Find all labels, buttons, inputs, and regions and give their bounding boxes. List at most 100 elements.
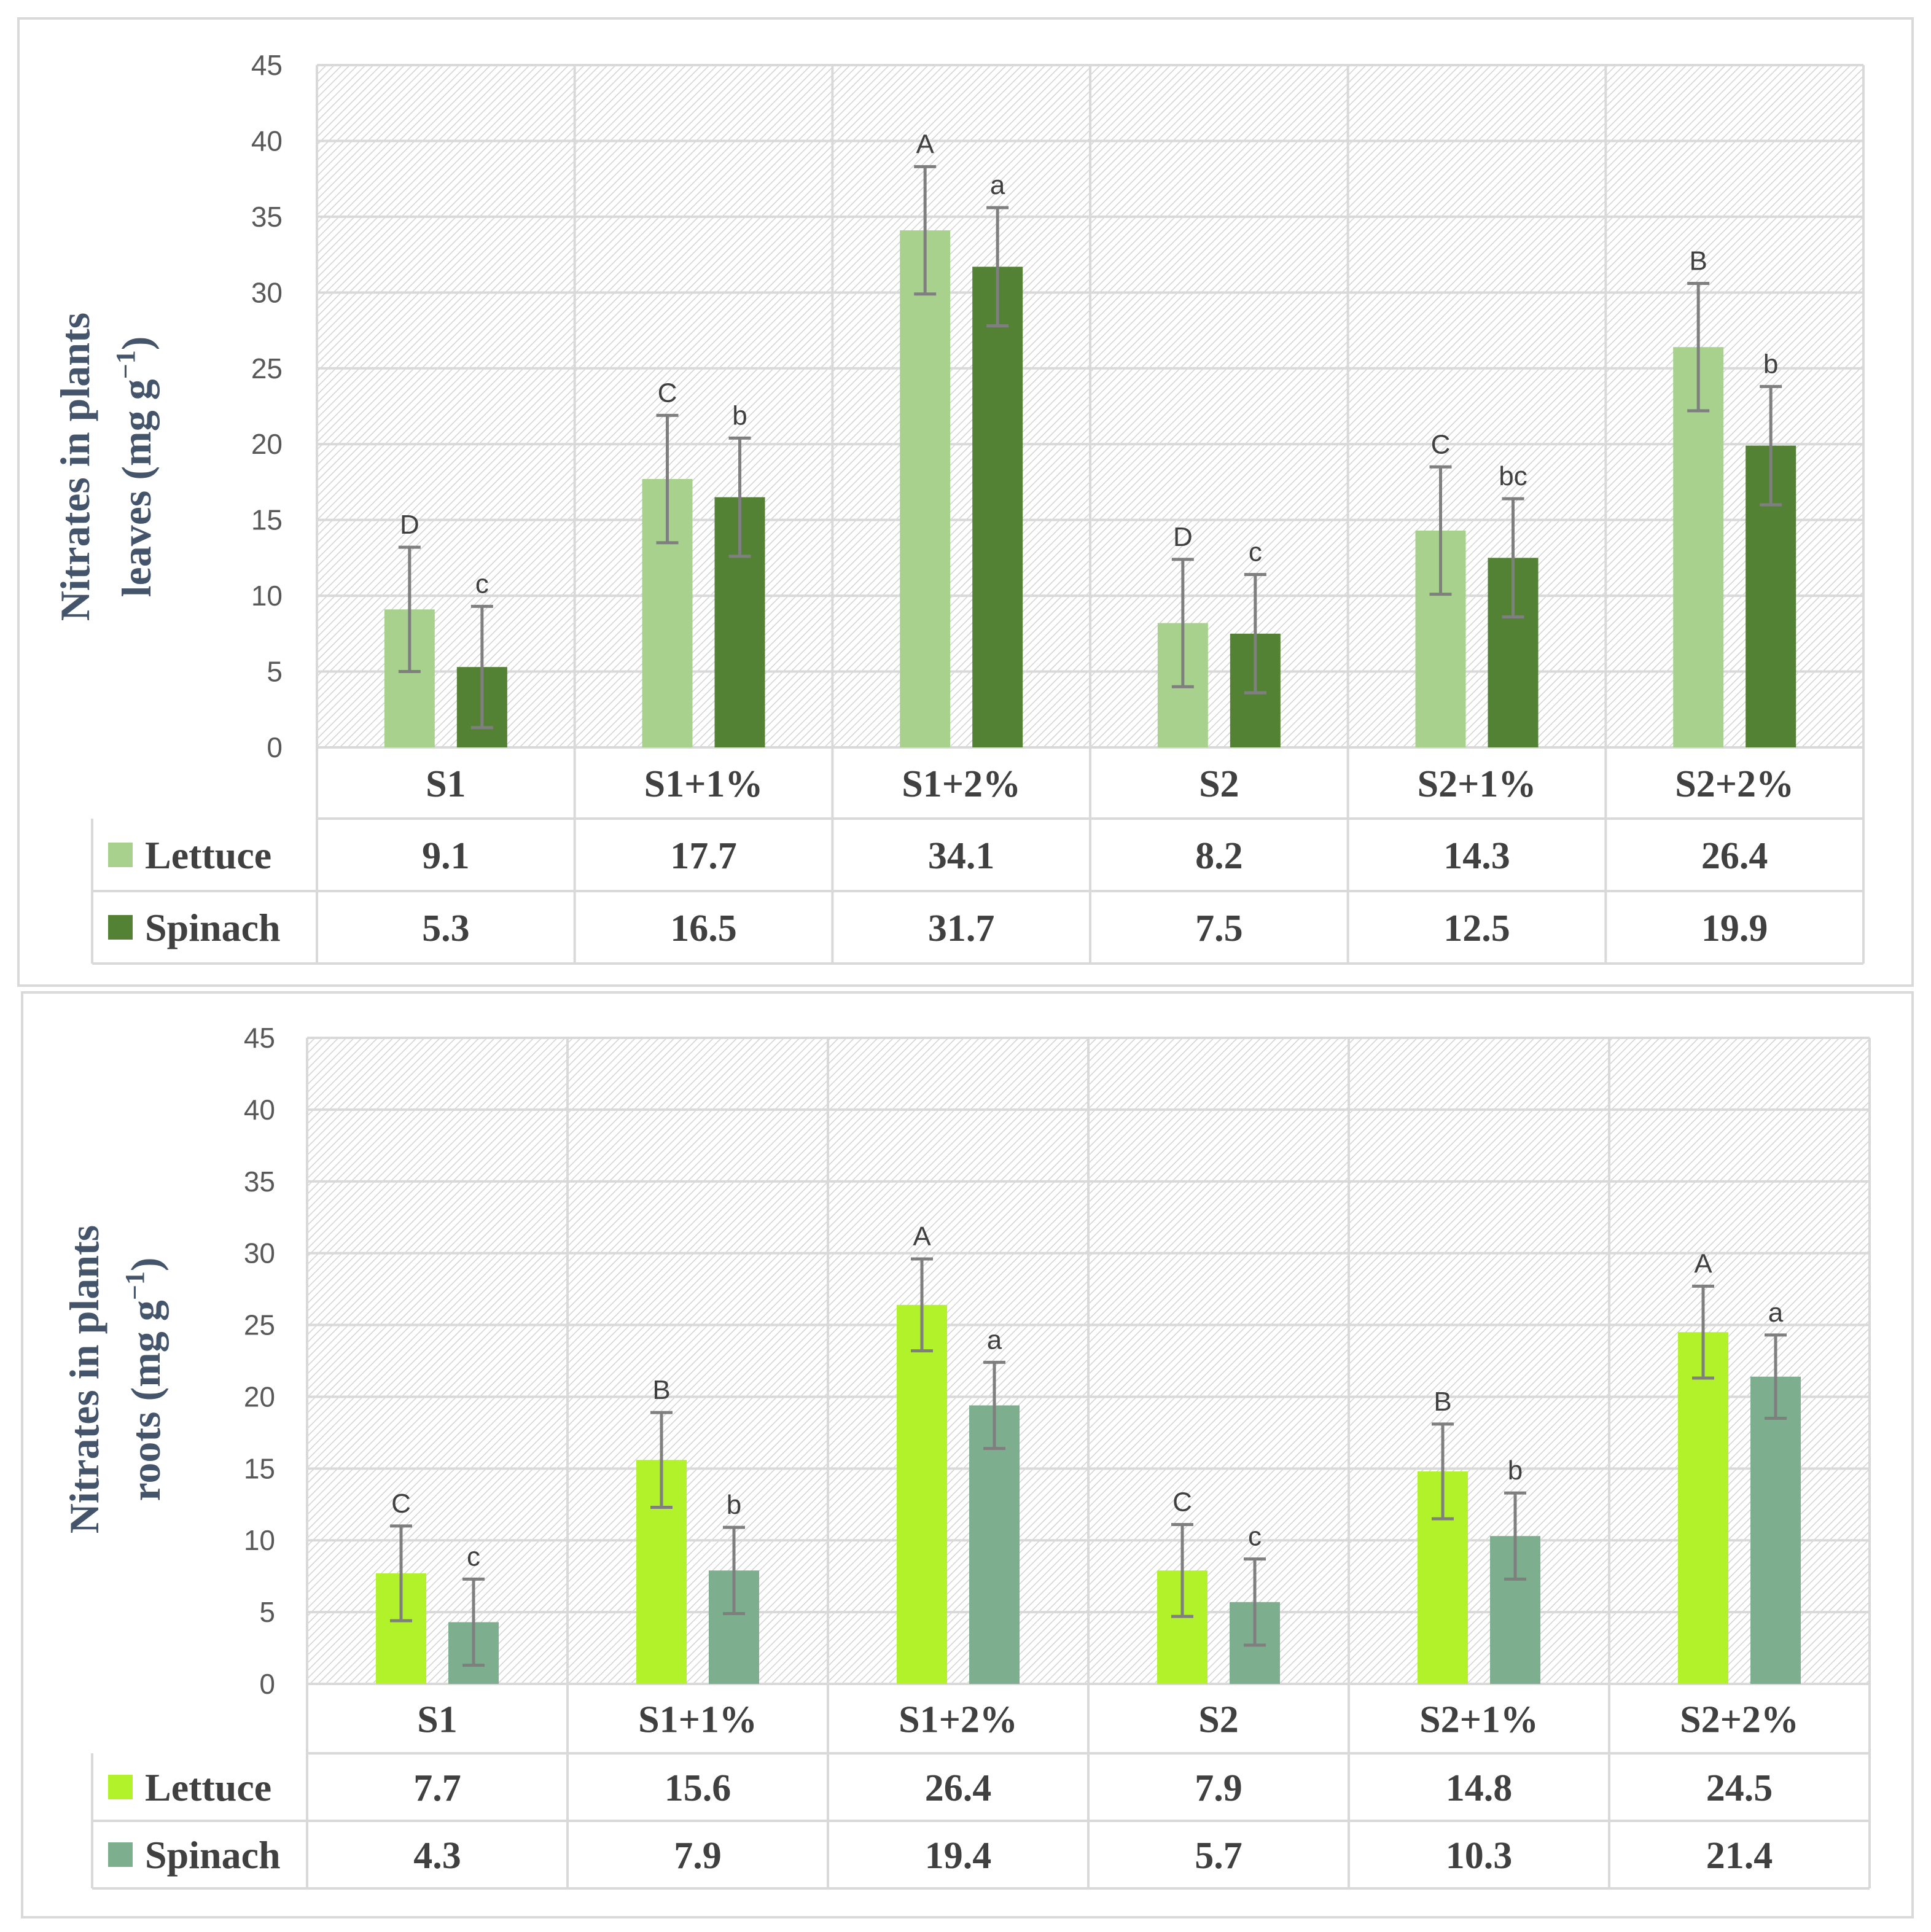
table-value-spinach: 19.4: [925, 1835, 992, 1877]
y-tick-label: 10: [244, 1524, 275, 1556]
y-axis-label-unit: roots (mg g: [122, 1300, 169, 1501]
y-tick-label: 20: [251, 428, 283, 460]
y-tick-label: 5: [259, 1596, 275, 1628]
y-tick-label: 30: [251, 276, 283, 308]
bar-lettuce: [1673, 347, 1724, 747]
significance-letter: C: [1172, 1487, 1192, 1517]
bar-lettuce: [900, 230, 951, 747]
category-label: S2+2%: [1675, 763, 1794, 805]
y-axis-label-line1: Nitrates in plants: [52, 313, 98, 621]
bar-spinach: [969, 1405, 1020, 1684]
y-tick-label: 5: [267, 656, 283, 688]
significance-letter: bc: [1499, 461, 1527, 491]
table-value-spinach: 19.9: [1701, 908, 1768, 949]
category-label: S2: [1198, 1699, 1238, 1741]
y-tick-label: 20: [244, 1381, 275, 1412]
y-axis-label-line2: leaves (mg g−1): [111, 337, 160, 598]
y-axis-label-line2: roots (mg g−1): [120, 1257, 169, 1501]
y-tick-label: 40: [244, 1094, 275, 1126]
category-label: S1+1%: [644, 763, 763, 805]
table-value-spinach: 5.3: [422, 908, 470, 949]
y-tick-label: 10: [251, 580, 283, 612]
y-tick-label: 35: [244, 1166, 275, 1198]
table-value-spinach: 10.3: [1446, 1835, 1513, 1877]
significance-letter: A: [1694, 1248, 1712, 1279]
significance-letter: c: [1249, 537, 1262, 567]
significance-letter: B: [1689, 246, 1707, 276]
table-value-lettuce: 17.7: [670, 835, 737, 877]
table-value-spinach: 5.7: [1195, 1835, 1242, 1877]
category-label: S2+1%: [1418, 763, 1537, 805]
legend-swatch-lettuce: [108, 843, 133, 867]
table-value-spinach: 21.4: [1706, 1835, 1773, 1877]
category-label: S1+1%: [638, 1699, 757, 1741]
category-label: S2+1%: [1419, 1699, 1539, 1741]
roots-panel: 0 5 10 15 20 25 30 35 40 45 Cc S1 7.7 4.3 Bb S1+1% 15.6 7…: [21, 991, 1914, 1918]
legend-swatch-spinach: [108, 1842, 133, 1867]
table-value-spinach: 7.5: [1195, 908, 1243, 949]
significance-letter: b: [1508, 1455, 1523, 1486]
significance-letter: C: [391, 1489, 411, 1519]
bar-spinach: [972, 267, 1023, 748]
category-label: S2: [1199, 763, 1239, 805]
y-tick-label: 45: [251, 49, 283, 81]
significance-letter: c: [1248, 1522, 1262, 1552]
category-label: S1+2%: [899, 1699, 1018, 1741]
table-value-lettuce: 7.7: [413, 1767, 461, 1809]
significance-letter: B: [1434, 1387, 1451, 1417]
table-value-lettuce: 34.1: [928, 835, 995, 877]
y-tick-label: 0: [259, 1668, 275, 1700]
table-value-spinach: 4.3: [413, 1835, 461, 1877]
legend-swatch-spinach: [108, 915, 133, 940]
leaves-panel: 0 5 10 15 20 25 30 35 40 45 Dc S1 9.1 5.3 Cb S1+1% 17.7 1…: [17, 17, 1914, 987]
y-axis-label-close: ): [113, 337, 160, 351]
legend-label-lettuce: Lettuce: [145, 833, 271, 877]
legend-label-lettuce: Lettuce: [145, 1766, 271, 1809]
significance-letter: a: [987, 1325, 1002, 1355]
y-tick-label: 15: [251, 504, 283, 536]
category-label: S2+2%: [1680, 1699, 1799, 1741]
significance-letter: D: [1173, 522, 1193, 552]
table-value-lettuce: 26.4: [925, 1767, 992, 1809]
table-value-spinach: 7.9: [674, 1835, 722, 1877]
significance-letter: b: [727, 1490, 741, 1520]
y-tick-label: 15: [244, 1452, 275, 1484]
legend-label-spinach: Spinach: [145, 906, 281, 949]
table-value-lettuce: 14.8: [1446, 1767, 1513, 1809]
significance-letter: C: [1431, 429, 1451, 459]
bar-spinach: [1750, 1376, 1801, 1684]
y-tick-label: 25: [244, 1309, 275, 1341]
significance-letter: b: [732, 400, 747, 430]
y-tick-label: 30: [244, 1237, 275, 1269]
significance-letter: C: [658, 378, 677, 408]
significance-letter: c: [467, 1541, 480, 1572]
table-value-lettuce: 26.4: [1701, 835, 1768, 877]
significance-letter: c: [475, 569, 489, 599]
y-tick-label: 45: [244, 1022, 275, 1054]
significance-letter: A: [913, 1221, 931, 1252]
y-tick-label: 0: [267, 731, 283, 763]
table-value-lettuce: 7.9: [1195, 1767, 1242, 1809]
y-axis-label-unit: leaves (mg g: [113, 379, 160, 597]
significance-letter: a: [1768, 1298, 1784, 1328]
significance-letter: D: [400, 510, 419, 540]
table-value-spinach: 16.5: [670, 908, 737, 949]
bar-lettuce: [897, 1304, 947, 1684]
y-tick-label: 35: [251, 201, 283, 233]
y-axis-label-superscript: −1: [120, 1271, 150, 1300]
legend-label-spinach: Spinach: [145, 1833, 281, 1877]
table-value-spinach: 31.7: [928, 908, 995, 949]
table-value-lettuce: 9.1: [422, 835, 470, 877]
table-value-spinach: 12.5: [1443, 908, 1510, 949]
significance-letter: a: [990, 170, 1005, 200]
significance-letter: B: [652, 1375, 670, 1405]
table-value-lettuce: 24.5: [1706, 1767, 1773, 1809]
category-label: S1: [426, 763, 466, 805]
y-tick-label: 40: [251, 125, 283, 157]
table-value-lettuce: 14.3: [1443, 835, 1510, 877]
category-label: S1: [417, 1699, 457, 1741]
table-value-lettuce: 15.6: [665, 1767, 731, 1809]
table-value-lettuce: 8.2: [1195, 835, 1243, 877]
bar-lettuce: [1678, 1332, 1728, 1684]
